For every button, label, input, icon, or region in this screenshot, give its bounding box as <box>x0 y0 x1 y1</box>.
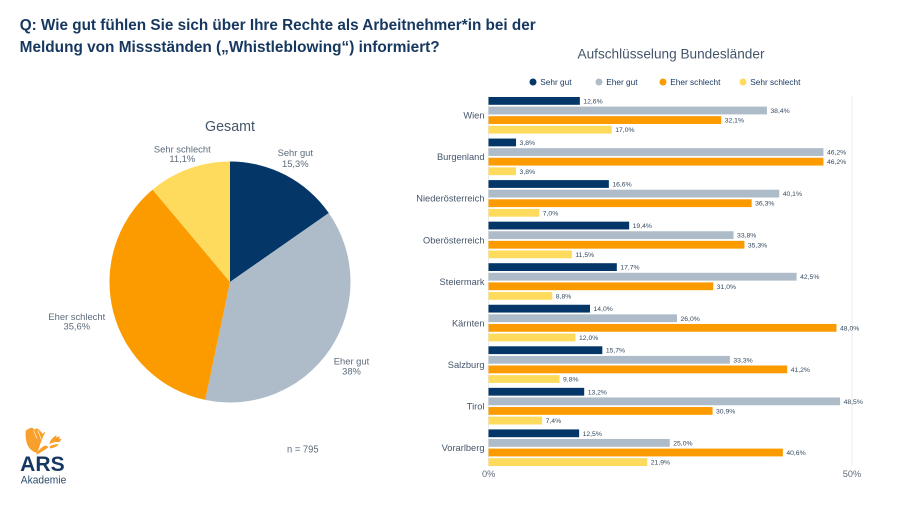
svg-text:11,1%: 11,1% <box>169 153 195 164</box>
svg-text:9,8%: 9,8% <box>563 377 579 384</box>
svg-text:Q: Wie gut fühlen Sie sich übe: Q: Wie gut fühlen Sie sich über Ihre Rec… <box>20 17 536 34</box>
svg-text:12,5%: 12,5% <box>583 431 602 438</box>
svg-text:Eher gut: Eher gut <box>606 77 638 87</box>
svg-text:Meldung von Missständen („Whis: Meldung von Missständen („Whistleblowing… <box>20 39 440 56</box>
svg-text:Sehr schlecht: Sehr schlecht <box>154 143 211 154</box>
svg-text:13,2%: 13,2% <box>588 389 607 396</box>
svg-text:40,6%: 40,6% <box>786 450 805 457</box>
svg-text:38%: 38% <box>342 366 361 377</box>
svg-text:Tirol: Tirol <box>467 401 485 411</box>
svg-text:16,6%: 16,6% <box>612 182 631 189</box>
svg-text:7,0%: 7,0% <box>543 210 559 217</box>
svg-text:19,4%: 19,4% <box>633 223 652 230</box>
svg-text:Eher schlecht: Eher schlecht <box>670 77 721 87</box>
svg-text:46,2%: 46,2% <box>827 159 846 166</box>
svg-text:Eher schlecht: Eher schlecht <box>48 311 105 322</box>
svg-text:11,5%: 11,5% <box>575 252 594 259</box>
svg-text:Oberösterreich: Oberösterreich <box>423 235 485 245</box>
svg-text:33,8%: 33,8% <box>737 233 756 240</box>
svg-text:36,3%: 36,3% <box>755 201 774 208</box>
svg-text:8,8%: 8,8% <box>556 293 572 300</box>
svg-text:3,8%: 3,8% <box>520 169 536 176</box>
svg-text:12,6%: 12,6% <box>583 98 602 105</box>
svg-text:Wien: Wien <box>463 111 484 121</box>
svg-text:48,5%: 48,5% <box>844 399 863 406</box>
svg-text:Eher gut: Eher gut <box>334 356 370 367</box>
svg-text:42,5%: 42,5% <box>800 274 819 281</box>
svg-text:Gesamt: Gesamt <box>205 119 255 135</box>
svg-text:n = 795: n = 795 <box>287 445 319 456</box>
svg-text:Akademie: Akademie <box>21 474 67 486</box>
svg-text:17,0%: 17,0% <box>615 127 634 134</box>
svg-text:Kärnten: Kärnten <box>452 318 485 328</box>
svg-text:ARS: ARS <box>20 453 64 476</box>
svg-text:33,3%: 33,3% <box>733 357 752 364</box>
svg-text:35,6%: 35,6% <box>64 320 91 331</box>
svg-text:Sehr gut: Sehr gut <box>540 77 572 87</box>
svg-text:35,3%: 35,3% <box>748 242 767 249</box>
svg-text:Burgenland: Burgenland <box>437 152 485 162</box>
svg-text:17,7%: 17,7% <box>620 265 639 272</box>
svg-text:3,8%: 3,8% <box>520 140 536 147</box>
svg-text:50%: 50% <box>843 469 861 479</box>
svg-text:21,9%: 21,9% <box>651 460 670 467</box>
svg-text:Niederösterreich: Niederösterreich <box>416 194 484 204</box>
svg-text:Aufschlüsselung Bundesländer: Aufschlüsselung Bundesländer <box>578 46 765 62</box>
svg-text:26,0%: 26,0% <box>681 316 700 323</box>
svg-text:Sehr gut: Sehr gut <box>278 147 314 158</box>
svg-text:46,2%: 46,2% <box>827 150 846 157</box>
svg-text:7,4%: 7,4% <box>546 418 562 425</box>
svg-text:0%: 0% <box>482 469 495 479</box>
svg-text:Salzburg: Salzburg <box>448 360 485 370</box>
svg-text:31,0%: 31,0% <box>717 284 736 291</box>
svg-text:Vorarlberg: Vorarlberg <box>442 443 485 453</box>
svg-text:15,7%: 15,7% <box>606 348 625 355</box>
svg-text:32,1%: 32,1% <box>725 118 744 125</box>
svg-text:30,9%: 30,9% <box>716 408 735 415</box>
svg-text:Steiermark: Steiermark <box>440 277 485 287</box>
svg-text:Sehr schlecht: Sehr schlecht <box>750 77 801 87</box>
svg-text:25,0%: 25,0% <box>673 440 692 447</box>
svg-text:15,3%: 15,3% <box>282 158 309 169</box>
svg-text:48,0%: 48,0% <box>840 325 859 332</box>
svg-text:41,2%: 41,2% <box>791 367 810 374</box>
svg-text:14,0%: 14,0% <box>594 306 613 313</box>
svg-text:38,4%: 38,4% <box>770 108 789 115</box>
svg-text:12,0%: 12,0% <box>579 335 598 342</box>
svg-text:40,1%: 40,1% <box>783 191 802 198</box>
